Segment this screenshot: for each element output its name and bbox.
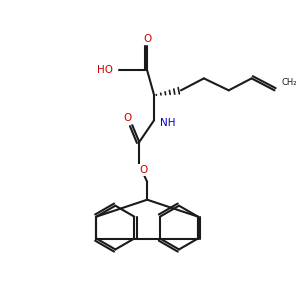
Text: O: O: [123, 113, 131, 123]
Text: O: O: [139, 165, 147, 175]
Text: NH: NH: [160, 118, 176, 128]
Text: HO: HO: [98, 65, 113, 75]
Text: O: O: [143, 34, 151, 44]
Text: CH₂: CH₂: [281, 78, 297, 87]
